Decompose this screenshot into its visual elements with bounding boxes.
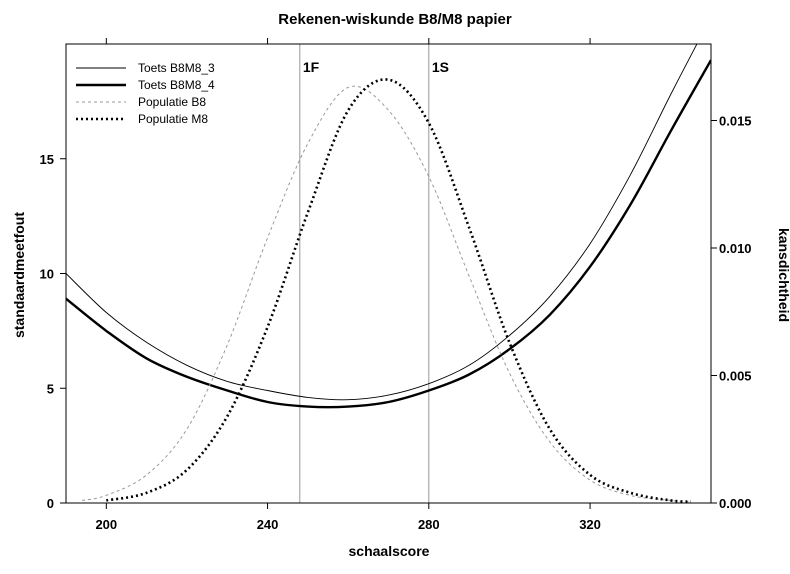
reference-line-label-1F: 1F (303, 59, 320, 75)
x-tick-label: 280 (418, 517, 440, 532)
y-right-tick-label: 0.015 (719, 114, 752, 129)
series-line-4 (106, 78, 691, 503)
y-right-tick-label: 0.005 (719, 369, 752, 384)
y-left-axis-title: standaardmeetfout (11, 212, 27, 338)
x-axis-title: schaalscore (349, 543, 430, 559)
y-right-axis-title: kansdichtheid (776, 228, 790, 322)
y-left-tick-label: 15 (40, 152, 54, 167)
series-line-3 (82, 85, 691, 503)
series-line-1 (66, 44, 698, 401)
y-right-tick-label: 0.010 (719, 241, 752, 256)
legend-label-1: Toets B8M8_3 (138, 61, 215, 75)
y-left-tick-label: 5 (47, 381, 54, 396)
legend-label-3: Populatie B8 (138, 95, 206, 109)
y-left-tick-label: 10 (40, 267, 54, 282)
chart-title: Rekenen-wiskunde B8/M8 papier (278, 11, 512, 28)
x-tick-label: 240 (257, 517, 279, 532)
reference-line-label-1S: 1S (432, 59, 449, 75)
y-left-tick-label: 0 (47, 496, 54, 511)
y-right-tick-label: 0.000 (719, 496, 752, 511)
legend-label-2: Toets B8M8_4 (138, 78, 215, 92)
x-tick-label: 200 (95, 517, 117, 532)
legend-label-4: Populatie M8 (138, 112, 208, 126)
series-line-2 (66, 59, 711, 409)
x-tick-label: 320 (579, 517, 601, 532)
